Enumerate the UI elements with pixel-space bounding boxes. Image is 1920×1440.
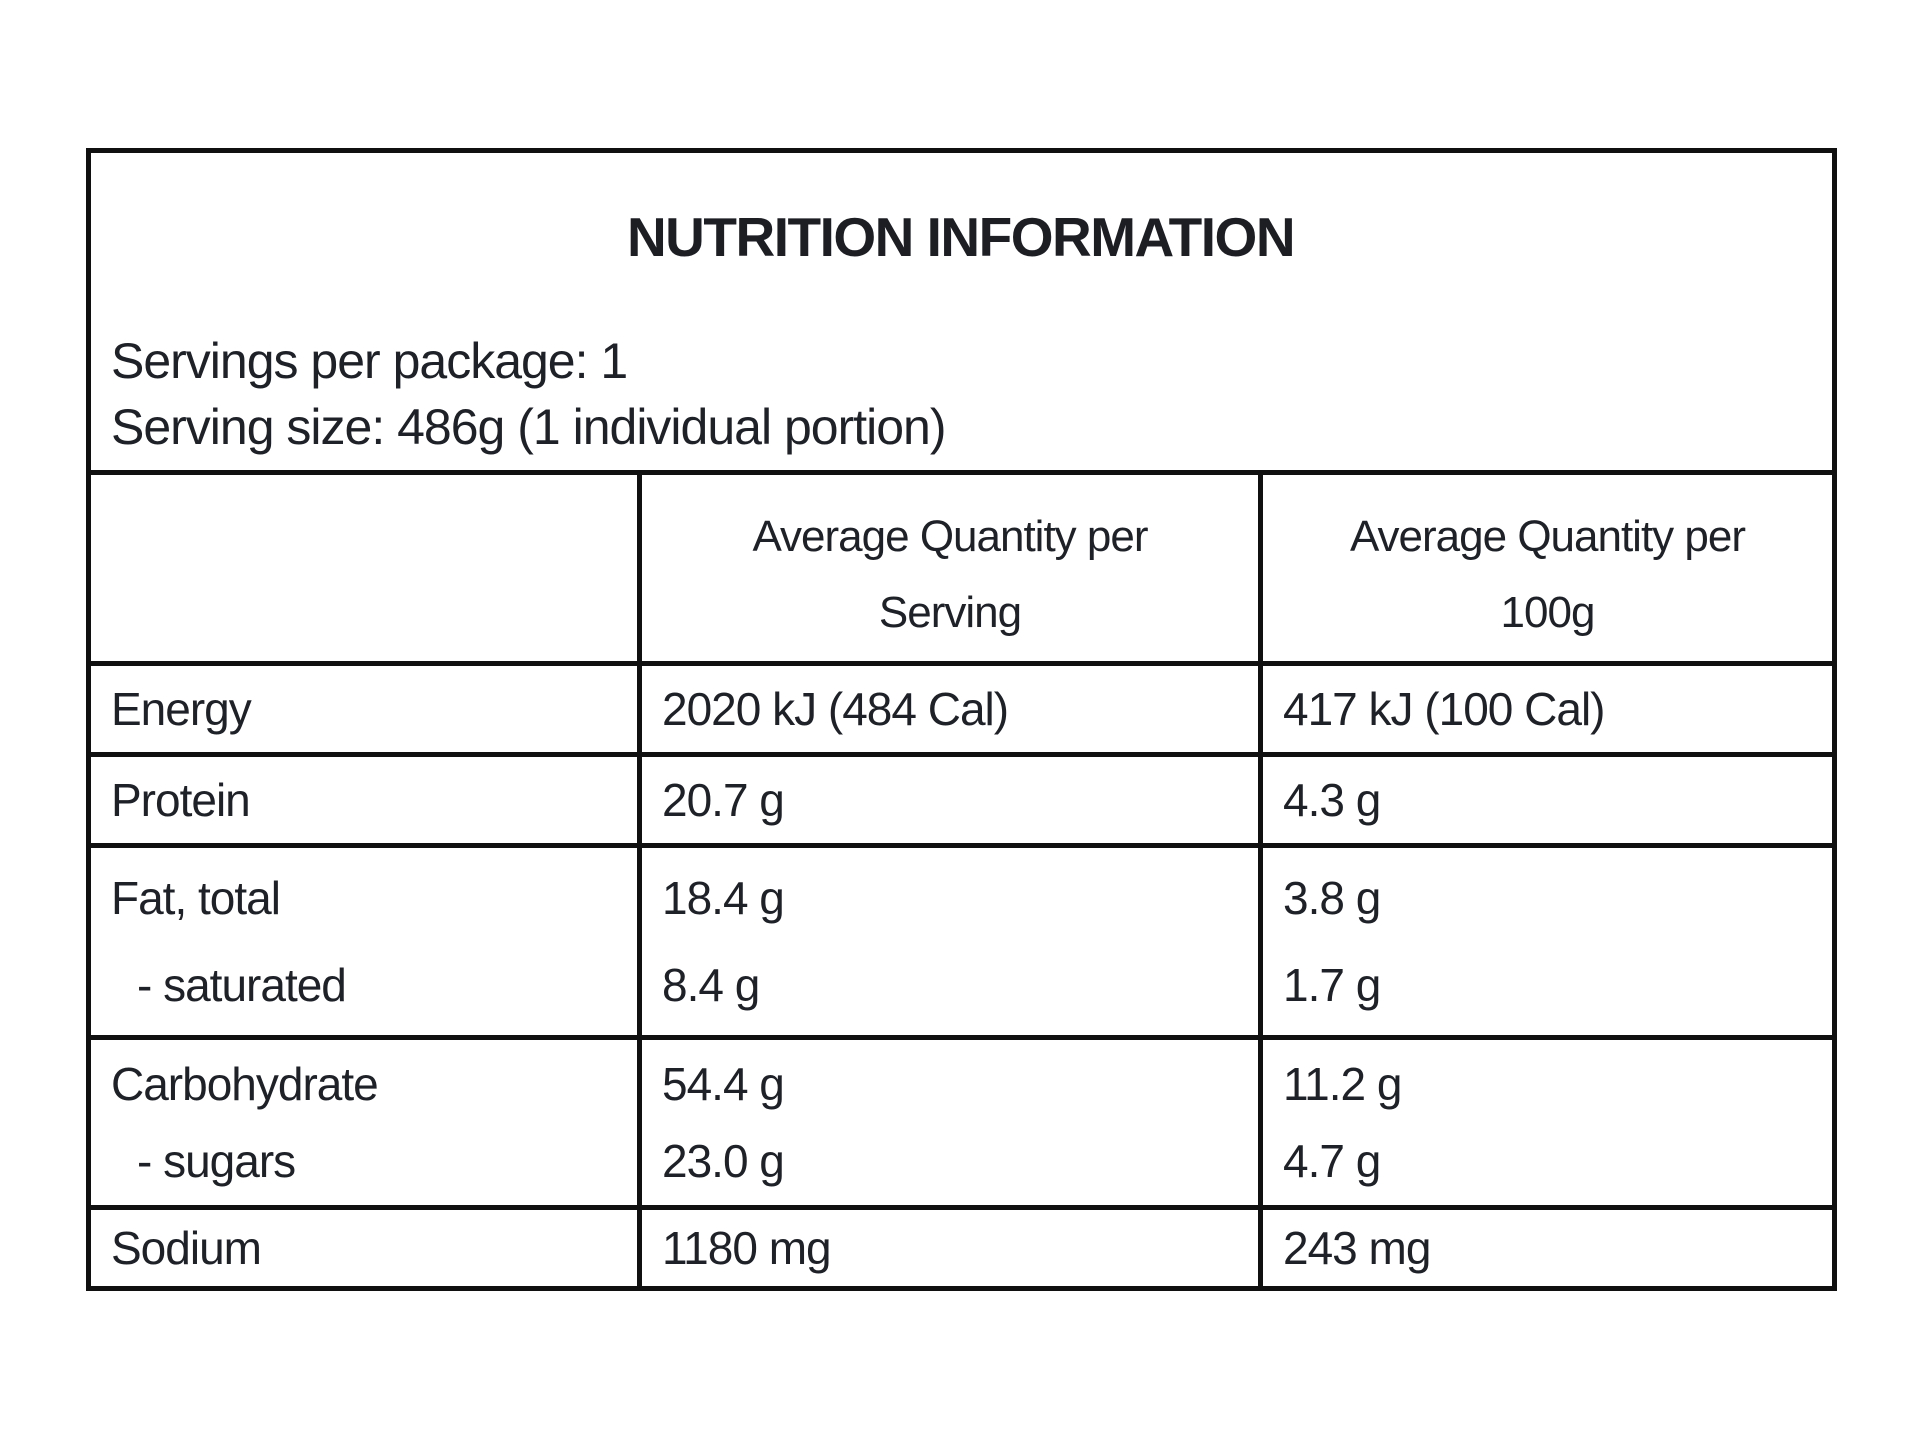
row-protein-per-serving: 20.7 g: [642, 757, 1258, 843]
row-sodium-label: Sodium: [91, 1210, 637, 1286]
row-carbohydrate-per-serving: 54.4 g 23.0 g: [642, 1040, 1258, 1205]
intro-section: NUTRITION INFORMATION Servings per packa…: [91, 153, 1832, 470]
servings-block: Servings per package: 1 Serving size: 48…: [111, 328, 1810, 460]
row-carbohydrate-per-100g: 11.2 g 4.7 g: [1263, 1040, 1832, 1205]
row-fat-total-label: Fat, total: [111, 871, 281, 924]
row-sugars-per-serving-value: 23.0 g: [662, 1134, 785, 1187]
row-carbohydrate-label: Carbohydrate: [111, 1058, 379, 1111]
header-per-serving-line1: Average Quantity per: [752, 512, 1149, 561]
row-protein-per-100g: 4.3 g: [1263, 757, 1832, 843]
row-fat-saturated-per-100g: 1.7 g: [1283, 959, 1381, 1012]
row-sodium-per-serving: 1180 mg: [642, 1210, 1258, 1286]
row-energy-per-100g: 417 kJ (100 Cal): [1263, 666, 1832, 752]
row-carbohydrate-labels: Carbohydrate - sugars: [91, 1040, 637, 1205]
row-fat-saturated-label: - saturated: [137, 959, 347, 1012]
row-sugars-label: - sugars: [137, 1134, 296, 1187]
header-per-serving: Average Quantity per Serving: [642, 475, 1258, 661]
row-fat-total-per-100g: 3.8 g: [1283, 871, 1381, 924]
row-fat-per-serving: 18.4 g 8.4 g: [642, 848, 1258, 1035]
servings-per-package-text: Servings per package: 1: [111, 333, 628, 389]
row-carbohydrate-per-serving-value: 54.4 g: [662, 1058, 785, 1111]
row-carbohydrate-per-100g-value: 11.2 g: [1283, 1058, 1402, 1111]
header-per-serving-line2: Serving: [878, 588, 1022, 637]
header-blank-cell: [91, 475, 637, 661]
row-sodium-per-100g: 243 mg: [1263, 1210, 1832, 1286]
row-fat-saturated-per-serving: 8.4 g: [662, 959, 760, 1012]
header-per-100g-line1: Average Quantity per: [1350, 512, 1746, 561]
row-energy-per-serving: 2020 kJ (484 Cal): [642, 666, 1258, 752]
row-fat-per-100g: 3.8 g 1.7 g: [1263, 848, 1832, 1035]
row-sugars-per-100g-value: 4.7 g: [1283, 1134, 1381, 1187]
nutrition-information-panel: NUTRITION INFORMATION Servings per packa…: [86, 148, 1837, 1291]
panel-title: NUTRITION INFORMATION: [626, 206, 1296, 268]
row-fat-labels: Fat, total - saturated: [91, 848, 637, 1035]
serving-size-text: Serving size: 486g (1 individual portion…: [111, 399, 947, 455]
row-fat-total-per-serving: 18.4 g: [662, 871, 785, 924]
header-per-100g-line2: 100g: [1500, 588, 1596, 637]
header-per-100g: Average Quantity per 100g: [1263, 475, 1832, 661]
row-protein-label: Protein: [91, 757, 637, 843]
row-energy-label: Energy: [91, 666, 637, 752]
